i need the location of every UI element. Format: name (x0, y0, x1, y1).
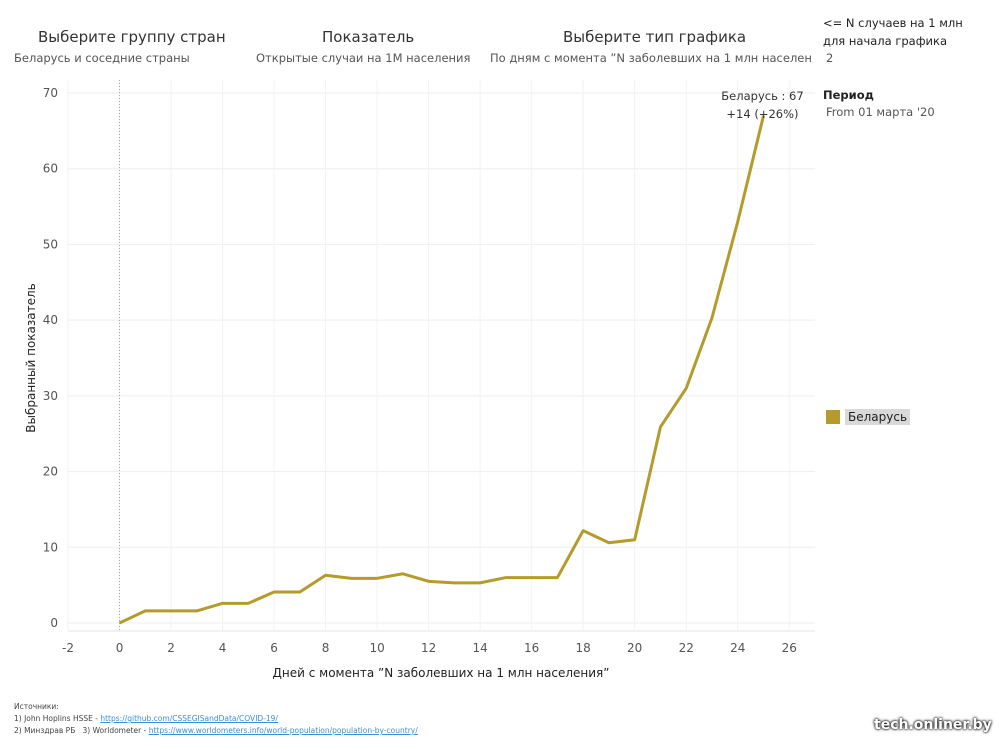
watermark: tech.onliner.by (874, 717, 992, 733)
indicator-title: Показатель (322, 28, 415, 46)
source-3-prefix: 3) Worldometer - (82, 726, 149, 735)
threshold-input[interactable]: 2 (826, 51, 834, 65)
series-line-belarus (118, 115, 765, 625)
x-tick-label: 20 (627, 641, 642, 655)
y-tick-label: 20 (43, 465, 58, 479)
y-tick-label: 10 (43, 540, 58, 554)
x-tick-label: 4 (219, 641, 227, 655)
sources-heading: Источники: (14, 702, 59, 711)
country-group-title: Выберите группу стран (38, 28, 226, 46)
legend-label: Беларусь (845, 409, 911, 425)
x-axis-ticks: -2 0 2 4 6 8 10 12 14 16 18 20 22 24 26 (62, 641, 797, 655)
annotation-change: +14 (+26%) (726, 107, 798, 121)
period-filter[interactable]: From 01 марта '20 (826, 105, 935, 119)
x-tick-label: 2 (167, 641, 175, 655)
indicator-select[interactable]: Открытые случаи на 1М населения (256, 51, 471, 65)
x-tick-label: 12 (421, 641, 436, 655)
y-tick-label: 60 (43, 162, 58, 176)
x-tick-label: 0 (116, 641, 124, 655)
y-tick-label: 40 (43, 313, 58, 327)
x-axis-label: Дней с момента ”N заболевших на 1 млн на… (273, 666, 610, 680)
y-tick-label: 70 (43, 86, 58, 100)
source-1-prefix: 1) John Hoplins HSSE - (14, 714, 101, 723)
x-tick-label: 24 (730, 641, 745, 655)
x-tick-label: 8 (322, 641, 330, 655)
sources-block: Источники: 1) John Hoplins HSSE - https:… (14, 701, 418, 737)
x-tick-label: 18 (576, 641, 591, 655)
x-tick-label: 22 (679, 641, 694, 655)
annotation-value: Беларусь : 67 (721, 89, 803, 103)
source-line-1: 1) John Hoplins HSSE - https://github.co… (14, 713, 418, 725)
y-tick-label: 50 (43, 237, 58, 251)
chart-type-title: Выберите тип графика (563, 28, 747, 46)
x-tick-label: -2 (62, 641, 74, 655)
grid-lines (67, 80, 815, 632)
x-tick-label: 26 (782, 641, 797, 655)
country-group-select[interactable]: Беларусь и соседние страны (14, 51, 190, 65)
period-label: Период (823, 88, 874, 102)
source-3-link[interactable]: https://www.worldometers.info/world-popu… (148, 726, 418, 735)
y-axis-label: Выбранный показатель (24, 283, 38, 433)
y-tick-label: 30 (43, 389, 58, 403)
y-axis-ticks: 0 10 20 30 40 50 60 70 (43, 86, 58, 630)
threshold-label-line1: <= N случаев на 1 млн (823, 16, 963, 30)
x-tick-label: 10 (369, 641, 384, 655)
source-2-prefix: 2) Минздрав РБ (14, 726, 76, 735)
legend-item-belarus[interactable]: Беларусь (826, 409, 911, 425)
threshold-label-line2: для начала графика (823, 34, 948, 48)
legend-swatch (826, 410, 840, 424)
chart-type-select[interactable]: По дням с момента ”N заболевших на 1 млн… (490, 51, 812, 65)
x-tick-label: 6 (270, 641, 278, 655)
source-1-link[interactable]: https://github.com/CSSEGISandData/COVID-… (100, 714, 278, 723)
x-tick-label: 16 (524, 641, 539, 655)
line-chart: -2 0 2 4 6 8 10 12 14 16 18 20 22 24 26 01020304050607… (24, 80, 815, 680)
y-tick-label: 0 (50, 616, 58, 630)
x-tick-label: 14 (472, 641, 487, 655)
source-line-2: 2) Минздрав РБ 3) Worldometer - https://… (14, 725, 418, 737)
